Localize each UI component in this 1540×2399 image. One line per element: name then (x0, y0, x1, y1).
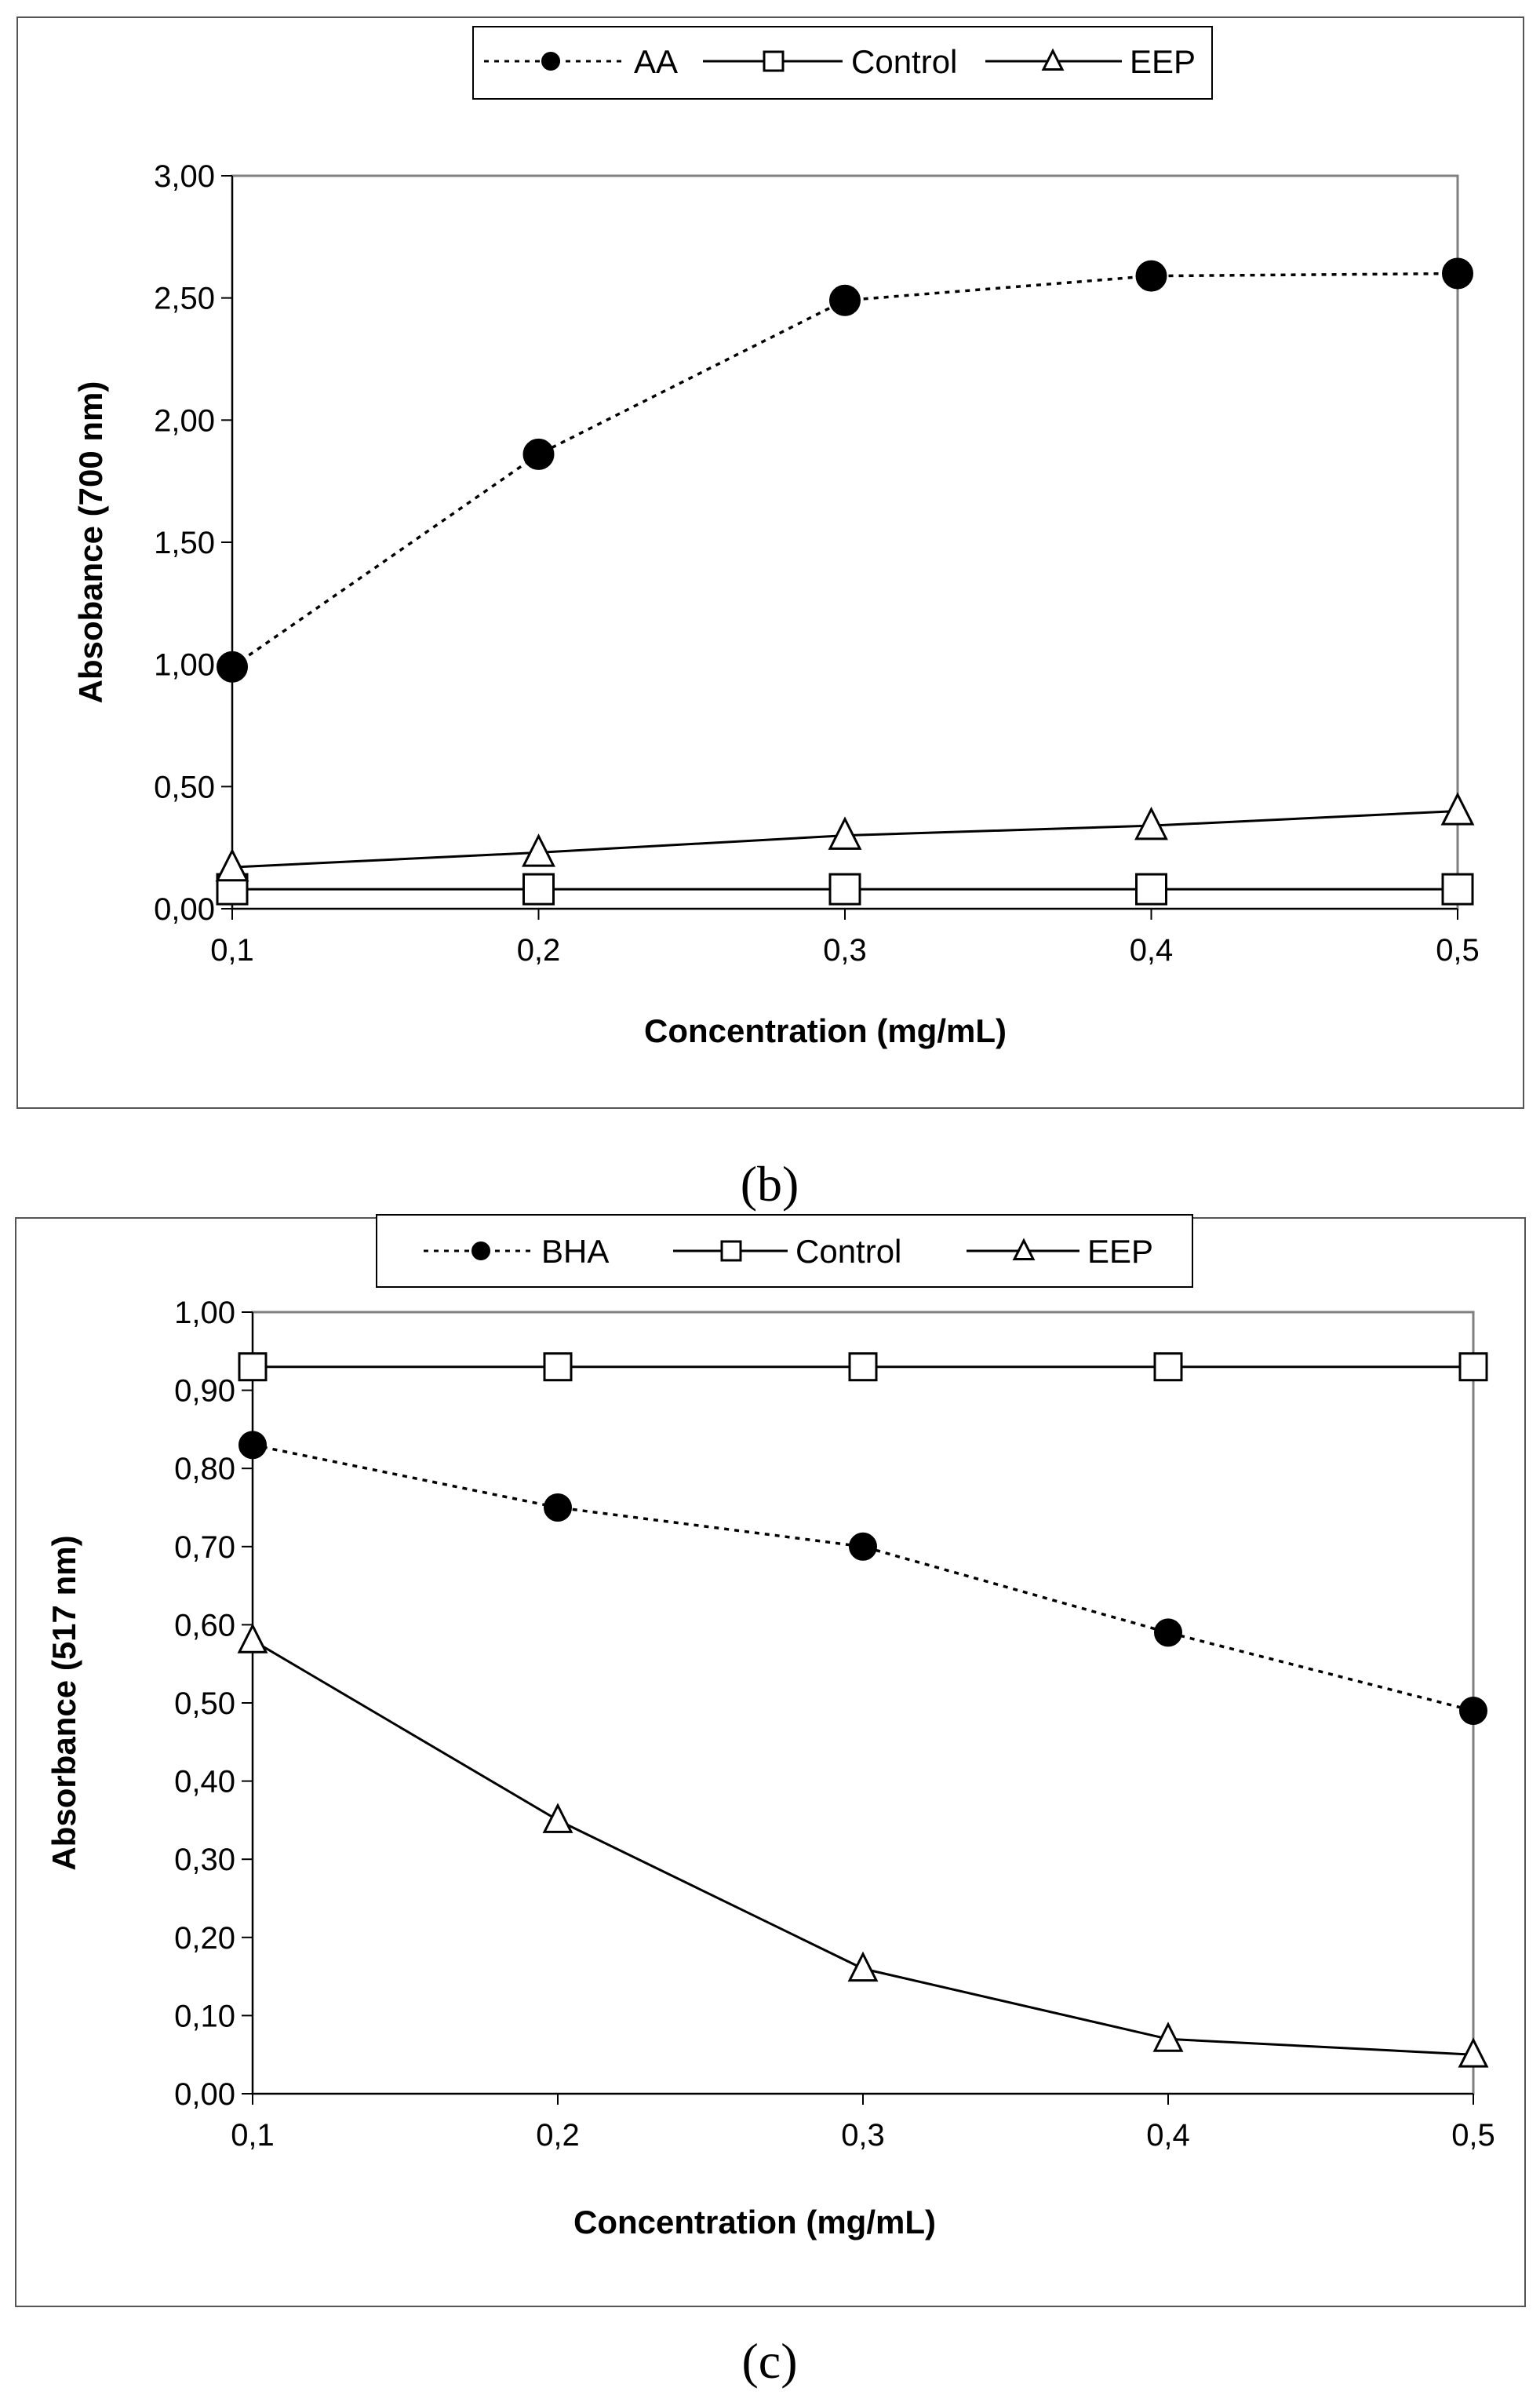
series-control-point (543, 1352, 573, 1382)
series-aa-point (829, 284, 861, 316)
legend-control-label: Control (851, 43, 957, 80)
series-eep-point (828, 816, 862, 850)
y-tick-label: 2,50 (154, 282, 215, 316)
y-tick-label: 0,80 (174, 1452, 235, 1486)
y-tick-label: 0,30 (174, 1843, 235, 1877)
chart-panel-c: 0,00 0,10 0,20 0,30 0,40 0,50 0,60 0,70 0,80 0,90… (15, 1214, 1526, 2307)
series-eep-point (1440, 792, 1475, 826)
series-eep-point (847, 1951, 879, 1982)
series-aa-point (1135, 260, 1167, 292)
y-tick-label: 0,10 (174, 1999, 235, 2033)
y-tick-label: 0,40 (174, 1765, 235, 1799)
y-tick-label: 0,60 (174, 1608, 235, 1642)
series-bha-point (849, 1532, 877, 1561)
series-bha-point (1459, 1696, 1487, 1725)
legend-eep-marker (1041, 48, 1065, 71)
series-eep-point (542, 1803, 573, 1833)
x-tick-label: 0,5 (1436, 933, 1480, 968)
caption-c: (c) (741, 2333, 797, 2389)
x-tick-label: 0,3 (841, 2118, 885, 2153)
series-eep-point (522, 833, 555, 867)
y-tick-label: 0,20 (174, 1921, 235, 1956)
series-control-point (522, 873, 555, 906)
y-tick-label: 1,50 (154, 526, 215, 560)
legend-eep-label: EEP (1087, 1233, 1153, 1270)
legend-control-marker (720, 1240, 742, 1262)
x-tick-label: 0,3 (823, 933, 867, 968)
chart-c-ylabel: Absorbance (517 nm) (46, 1535, 82, 1870)
y-tick-label: 0,00 (174, 2077, 235, 2112)
chart-c-xlabel: Concentration (mg/mL) (573, 2204, 936, 2240)
y-tick-label: 1,00 (174, 1296, 235, 1330)
series-bha-line (252, 1443, 1474, 1712)
chart-panel-b: 0,00 0,50 1,00 1,50 2,00 2,50 3,00 0,1 0,2 0,3 0,… (16, 16, 1524, 1109)
x-tick-label: 0,2 (536, 2118, 580, 2153)
series-control-point (828, 873, 861, 906)
series-eep-point (1134, 806, 1168, 840)
x-tick-label: 0,1 (210, 933, 254, 968)
series-control-point (1135, 873, 1167, 906)
series-eep-point (215, 848, 249, 882)
series-control-point (848, 1352, 878, 1382)
chart-b-legend: AA Control EEP (472, 26, 1213, 100)
y-tick-label: 0,50 (154, 770, 215, 804)
series-aa-point (217, 651, 248, 683)
legend-bha-label: BHA (541, 1233, 609, 1270)
y-tick-label: 0,90 (174, 1374, 235, 1409)
series-eep-point (1152, 2022, 1184, 2052)
x-tick-label: 0,4 (1130, 933, 1174, 968)
legend-aa-marker (541, 52, 560, 71)
series-control-point (1441, 873, 1474, 906)
y-tick-label: 1,00 (154, 648, 215, 683)
chart-c-legend: BHA Control EEP (376, 1214, 1193, 1288)
series-eep-point (237, 1623, 268, 1653)
legend-eep-marker (1012, 1238, 1036, 1261)
y-tick-label: 0,70 (174, 1530, 235, 1565)
legend-aa-label: AA (634, 43, 678, 80)
x-tick-label: 0,5 (1451, 2118, 1495, 2153)
series-control-point (238, 1352, 268, 1382)
series-aa-point (1442, 257, 1473, 290)
legend-bha-marker (471, 1241, 490, 1260)
caption-b: (b) (741, 1156, 799, 1212)
y-tick-label: 2,00 (154, 403, 215, 438)
chart-b-legend-box (472, 26, 1213, 100)
legend-eep-label: EEP (1130, 43, 1196, 80)
series-aa-point (522, 438, 555, 470)
series-eep-point (1458, 2037, 1489, 2068)
series-bha-point (238, 1431, 267, 1460)
legend-control-label: Control (795, 1233, 901, 1270)
x-tick-label: 0,2 (517, 933, 561, 968)
y-tick-label: 0,50 (174, 1686, 235, 1721)
legend-control-marker (763, 50, 785, 72)
series-control-point (1153, 1352, 1183, 1382)
chart-b-xlabel: Concentration (mg/mL) (644, 1012, 1007, 1049)
y-tick-label: 3,00 (154, 159, 215, 194)
x-tick-label: 0,4 (1146, 2118, 1190, 2153)
x-tick-label: 0,1 (231, 2118, 275, 2153)
series-bha-point (544, 1493, 572, 1522)
y-tick-label: 0,00 (154, 892, 215, 927)
series-bha-point (1154, 1618, 1182, 1647)
series-control-point (1458, 1352, 1488, 1382)
chart-b-ylabel: Absobance (700 nm) (72, 381, 109, 704)
